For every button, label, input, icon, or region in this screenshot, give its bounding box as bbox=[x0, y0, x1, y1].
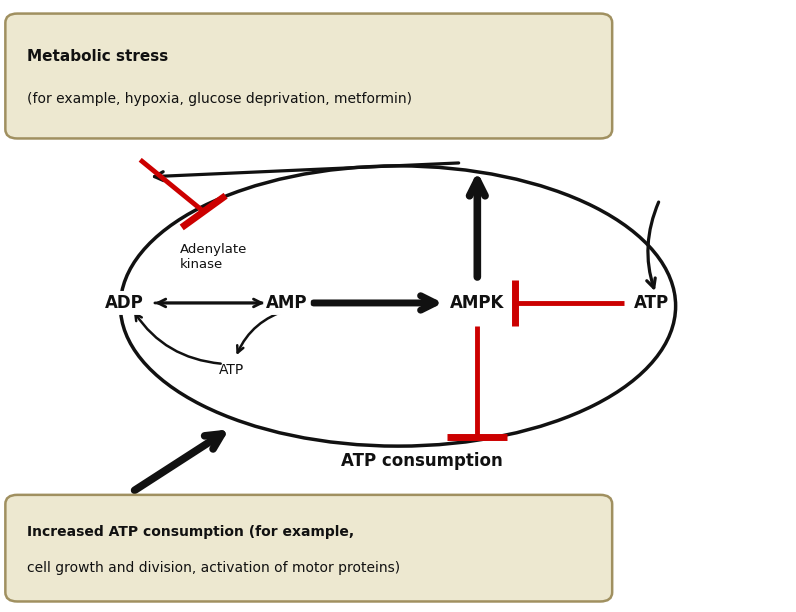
Text: Increased ATP consumption (for example,: Increased ATP consumption (for example, bbox=[27, 525, 354, 539]
Text: (for example, hypoxia, glucose deprivation, metformin): (for example, hypoxia, glucose deprivati… bbox=[27, 92, 412, 106]
Text: AMPK: AMPK bbox=[450, 294, 505, 312]
Text: ATP: ATP bbox=[219, 363, 244, 377]
FancyBboxPatch shape bbox=[6, 495, 612, 602]
Text: ATP: ATP bbox=[634, 294, 669, 312]
Text: ADP: ADP bbox=[105, 294, 144, 312]
Text: Catabolism: Catabolism bbox=[357, 78, 470, 95]
Text: ATP consumption: ATP consumption bbox=[341, 452, 502, 471]
Text: Adenylate
kinase: Adenylate kinase bbox=[180, 243, 248, 271]
FancyBboxPatch shape bbox=[6, 13, 612, 138]
Text: cell growth and division, activation of motor proteins): cell growth and division, activation of … bbox=[27, 561, 400, 575]
Text: Metabolic stress: Metabolic stress bbox=[27, 50, 168, 64]
Text: AMP: AMP bbox=[266, 294, 308, 312]
